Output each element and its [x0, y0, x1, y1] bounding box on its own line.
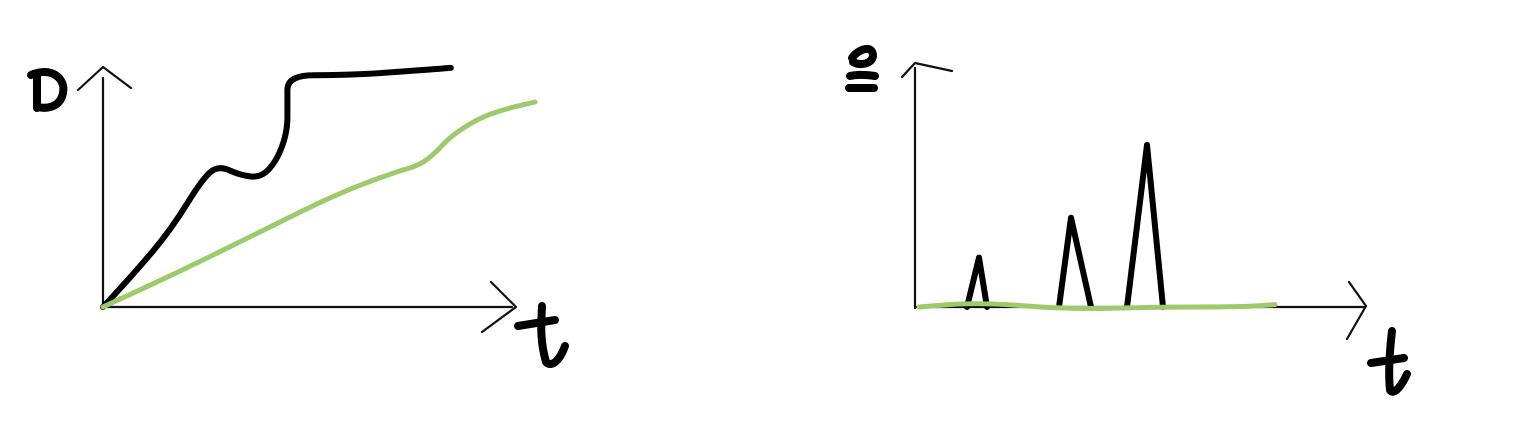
x-axis-label: t: [0, 0, 569, 368]
chart-0-series-group: [100, 64, 538, 310]
chart-1-series-1-line: [916, 301, 1278, 311]
x-axis-label: t: [0, 0, 1411, 396]
chart-1-series-group: [916, 141, 1278, 311]
chart-distance-vs-time: D t: [0, 0, 569, 368]
chart-energy-vs-time: E t: [0, 0, 1411, 396]
y-axis-label-text: D: [0, 0, 12, 4]
x-axis-label-text: t: [0, 0, 6, 4]
y-axis-label: E: [0, 0, 879, 92]
chart-1-series-0-peak-0: [964, 254, 990, 310]
x-axis-arrowhead: [480, 280, 518, 334]
y-axis-arrowhead: [76, 65, 133, 92]
chart-0-series-1-line: [100, 99, 538, 310]
y-axis-arrowhead: [900, 61, 954, 79]
y-axis-label: D: [0, 0, 68, 112]
x-axis-arrowhead: [1345, 280, 1368, 341]
y-axis-label-text: E: [0, 0, 10, 4]
chart-0-series-0-line: [100, 64, 454, 310]
y-axis-letter-e: [845, 44, 879, 92]
x-axis-letter-t: [514, 302, 569, 368]
chart-1-series-0-peak-2: [1124, 141, 1166, 310]
chart-1-series-0-peak-1: [1056, 214, 1094, 310]
y-axis-letter-d: [27, 68, 68, 112]
x-axis-letter-t: [1367, 327, 1411, 396]
x-axis-label-text: t: [0, 0, 6, 4]
